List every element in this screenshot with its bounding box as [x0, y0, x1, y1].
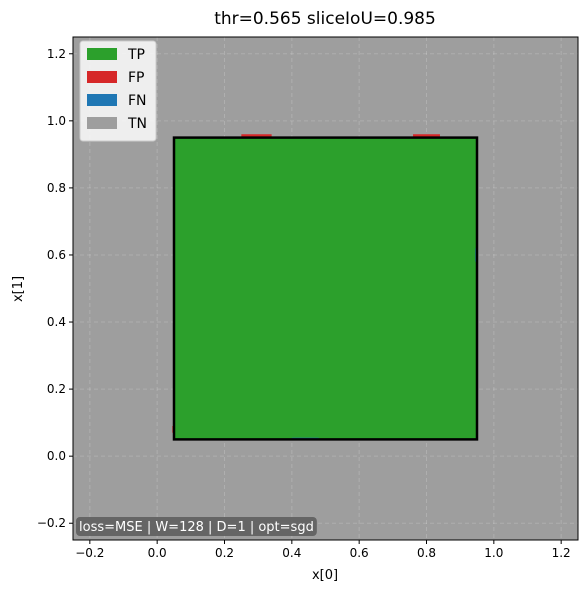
x-tick-label: 0.4 — [282, 546, 301, 560]
y-tick-label: 1.2 — [47, 47, 66, 61]
x-tick-label: 0.6 — [350, 546, 369, 560]
y-tick-label: 0.2 — [47, 382, 66, 396]
axes-frame — [72, 36, 579, 541]
y-tick-label: −0.2 — [37, 516, 66, 530]
ground-truth-box — [172, 136, 479, 441]
legend-label-fn: FN — [128, 93, 147, 109]
legend-label-tn: TN — [127, 116, 147, 132]
x-tick-label: 0.8 — [417, 546, 436, 560]
legend-swatch-tn — [87, 117, 117, 129]
x-axis-label: x[0] — [312, 568, 338, 583]
y-tick-label: 1.0 — [47, 114, 66, 128]
legend-frame — [79, 40, 157, 142]
y-tick-label: 0.8 — [47, 181, 66, 195]
legend-label-fp: FP — [128, 70, 145, 86]
y-tick-label: 0.4 — [47, 315, 66, 329]
axes-layer: −0.2 0.0 0.2 0.4 0.6 0.8 1.0 1.2 −0.2 0.0 0.2 0.4 0.… — [37, 36, 579, 560]
x-tick-label: −0.2 — [75, 546, 104, 560]
region-layer — [172, 134, 479, 441]
y-tick-label: 0.0 — [47, 449, 66, 463]
x-tick-label: 1.2 — [552, 546, 571, 560]
legend-swatch-tp — [87, 48, 117, 60]
annotation-text: loss=MSE | W=128 | D=1 | opt=sgd — [79, 520, 314, 535]
legend-label-tp: TP — [127, 47, 145, 63]
y-axis-label: x[1] — [11, 276, 26, 302]
x-tick-label: 0.0 — [148, 546, 167, 560]
x-tick-label: 0.2 — [215, 546, 234, 560]
y-tick-label: 0.6 — [47, 248, 66, 262]
region-fp — [241, 134, 272, 138]
region-tp — [174, 137, 477, 440]
x-tick-label: 1.0 — [484, 546, 503, 560]
region-fp — [413, 134, 440, 138]
legend: TP FP FN TN — [79, 40, 157, 142]
legend-swatch-fp — [87, 71, 117, 83]
annotation-background — [76, 517, 317, 536]
chart-title: thr=0.565 sliceIoU=0.985 — [214, 9, 436, 29]
annotation-box: loss=MSE | W=128 | D=1 | opt=sgd — [76, 517, 317, 536]
legend-swatch-fn — [87, 94, 117, 106]
